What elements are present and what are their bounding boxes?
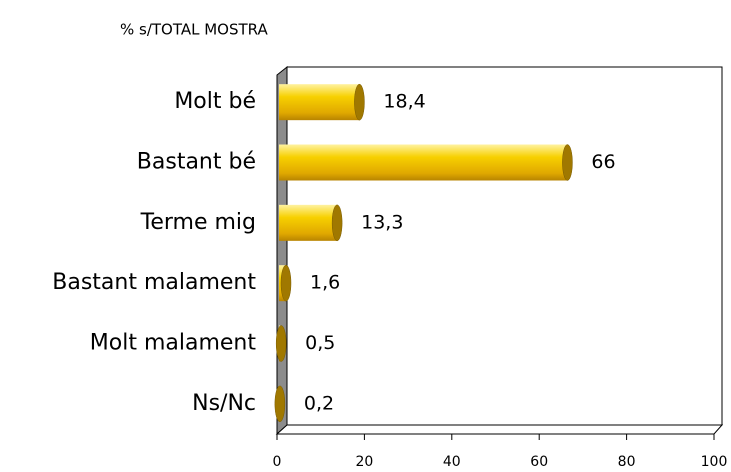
bar [279, 144, 573, 181]
y-tick-label: Terme mig [140, 210, 256, 235]
bar-cap [275, 325, 287, 362]
bar-cap [354, 83, 365, 121]
bar [275, 325, 287, 362]
bar [274, 385, 286, 423]
x-tick-label: 80 [618, 454, 636, 470]
x-tick-label: 0 [273, 454, 282, 470]
back-wall [286, 66, 723, 426]
side-wall [276, 65, 288, 436]
bar-cap [331, 204, 343, 242]
bar [279, 83, 365, 121]
y-tick-label: Bastant bé [137, 150, 256, 175]
bar-cap [280, 264, 292, 302]
chart-title: % s/TOTAL MOSTRA [120, 21, 268, 39]
bar-body [279, 84, 360, 121]
bar-body [279, 204, 338, 241]
x-tick-label: 100 [701, 454, 728, 470]
y-tick-label: Ns/Nc [192, 391, 256, 416]
value-label: 66 [591, 151, 615, 173]
value-label: 1,6 [310, 272, 340, 294]
floor [275, 424, 724, 435]
value-label: 0,5 [305, 332, 335, 354]
bar [279, 264, 292, 302]
bar-cap [562, 144, 573, 181]
bar-cap [274, 385, 286, 423]
value-label: 18,4 [383, 91, 425, 113]
x-tick-label: 20 [355, 454, 373, 470]
y-tick-label: Molt malament [90, 331, 257, 356]
value-label: 0,2 [304, 392, 334, 414]
value-label: 13,3 [361, 211, 403, 233]
bar [279, 204, 343, 242]
y-tick-label: Bastant malament [52, 270, 256, 295]
bar-body [279, 144, 568, 181]
x-tick-label: 60 [530, 454, 548, 470]
x-tick-label: 40 [443, 454, 461, 470]
y-tick-label: Molt bé [174, 89, 256, 114]
